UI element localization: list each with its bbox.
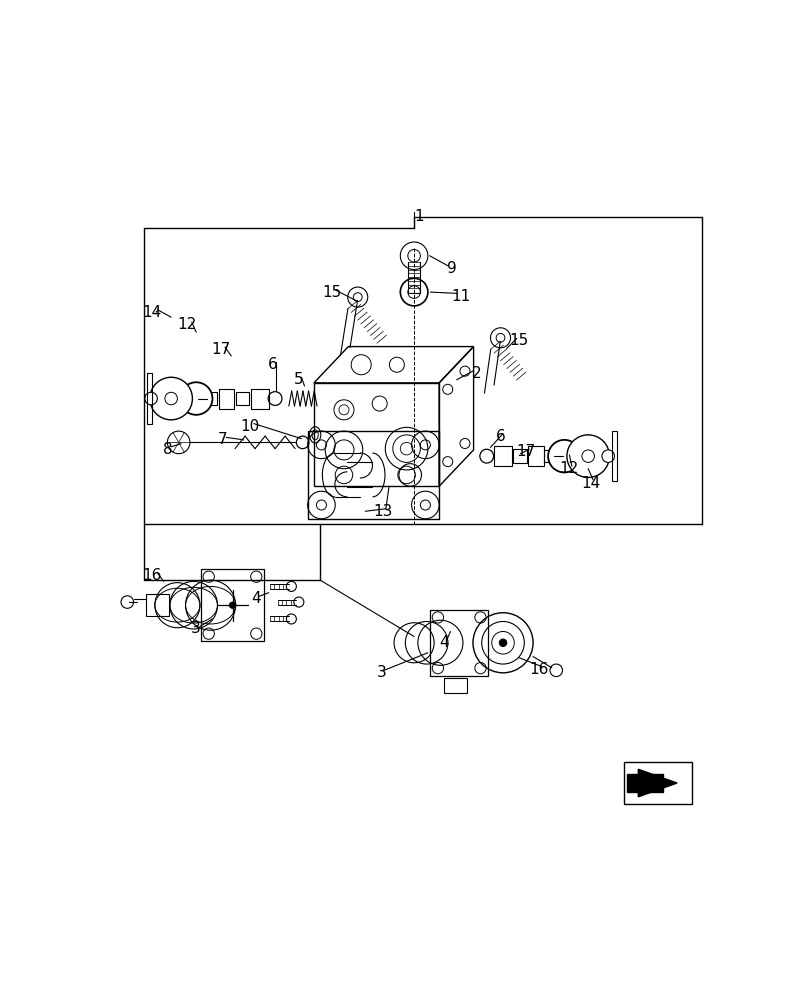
Text: 15: 15 (510, 333, 529, 348)
Circle shape (297, 436, 309, 449)
Bar (314, 383, 440, 486)
Circle shape (145, 392, 158, 405)
Circle shape (499, 639, 507, 647)
Text: 8: 8 (162, 442, 172, 457)
Text: 1: 1 (415, 209, 424, 224)
Text: 14: 14 (143, 305, 162, 320)
Bar (545, 450, 554, 462)
Bar (444, 678, 467, 693)
Text: 5: 5 (293, 372, 303, 387)
Text: 6: 6 (495, 429, 505, 444)
Text: 14: 14 (581, 476, 600, 491)
Text: 4: 4 (251, 591, 261, 606)
Text: 4: 4 (440, 635, 449, 650)
Text: 17: 17 (212, 342, 231, 357)
Bar (528, 446, 544, 466)
Polygon shape (638, 769, 677, 797)
Bar (612, 431, 617, 481)
Bar (146, 594, 169, 616)
Circle shape (167, 431, 190, 454)
Circle shape (165, 392, 178, 405)
Text: 7: 7 (217, 432, 227, 447)
Text: 3: 3 (377, 665, 386, 680)
Circle shape (602, 450, 615, 462)
Circle shape (567, 435, 609, 477)
Circle shape (229, 602, 236, 608)
Circle shape (180, 382, 213, 415)
Text: 15: 15 (322, 285, 341, 300)
Bar (627, 774, 663, 792)
Bar (513, 449, 527, 463)
Bar (431, 610, 488, 676)
Text: 12: 12 (560, 461, 579, 476)
Circle shape (582, 450, 595, 462)
Bar (494, 446, 511, 466)
Text: 9: 9 (447, 261, 457, 276)
Bar (236, 392, 250, 405)
Bar (201, 569, 263, 641)
Text: 13: 13 (373, 504, 393, 519)
Bar (208, 392, 217, 405)
Text: 16: 16 (530, 662, 549, 677)
Text: 11: 11 (452, 289, 471, 304)
Bar (624, 762, 692, 804)
Text: 12: 12 (178, 317, 197, 332)
Circle shape (548, 440, 581, 472)
Bar (147, 373, 153, 424)
Text: 10: 10 (241, 419, 259, 434)
Circle shape (480, 449, 494, 463)
Bar (251, 389, 269, 409)
Text: 17: 17 (516, 444, 535, 459)
Text: 6: 6 (267, 357, 277, 372)
Bar (219, 389, 234, 409)
Text: 16: 16 (143, 568, 162, 583)
Text: 3: 3 (191, 621, 201, 636)
Bar (308, 431, 440, 519)
Circle shape (268, 392, 282, 405)
Text: 2: 2 (472, 366, 482, 381)
Circle shape (149, 377, 192, 420)
